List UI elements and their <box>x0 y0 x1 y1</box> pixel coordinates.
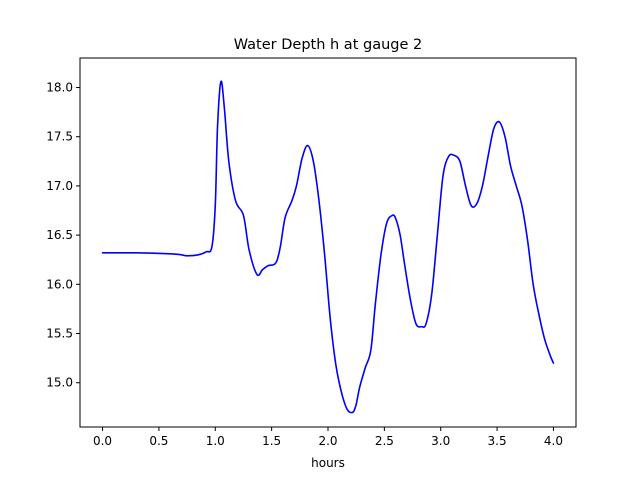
y-tick-label: 17.0 <box>46 179 73 193</box>
x-tick-label: 3.0 <box>431 434 450 448</box>
y-axis: 15.0 15.5 16.0 16.5 17.0 17.5 18.0 <box>46 81 80 390</box>
x-tick-label: 4.0 <box>544 434 563 448</box>
x-axis: 0.0 0.5 1.0 1.5 2.0 2.5 3.0 3.5 4.0 <box>93 427 563 448</box>
y-tick-label: 15.5 <box>46 327 73 341</box>
y-tick-label: 17.5 <box>46 130 73 144</box>
x-tick-label: 1.0 <box>206 434 225 448</box>
x-tick-label: 2.5 <box>375 434 394 448</box>
x-tick-label: 0.5 <box>149 434 168 448</box>
y-tick-label: 15.0 <box>46 376 73 390</box>
series-line-water-depth <box>101 80 555 414</box>
x-tick-label: 0.0 <box>93 434 112 448</box>
y-tick-label: 16.0 <box>46 277 73 291</box>
y-tick-label: 18.0 <box>46 81 73 95</box>
x-tick-label: 2.0 <box>318 434 337 448</box>
x-tick-label: 3.5 <box>488 434 507 448</box>
plot-area-frame <box>79 57 577 428</box>
x-tick-label: 1.5 <box>262 434 281 448</box>
x-axis-label: hours <box>311 456 345 470</box>
y-tick-label: 16.5 <box>46 228 73 242</box>
chart-title: Water Depth h at gauge 2 <box>234 37 422 53</box>
